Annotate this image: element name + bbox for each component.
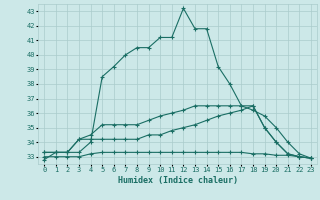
X-axis label: Humidex (Indice chaleur): Humidex (Indice chaleur) xyxy=(118,176,238,185)
